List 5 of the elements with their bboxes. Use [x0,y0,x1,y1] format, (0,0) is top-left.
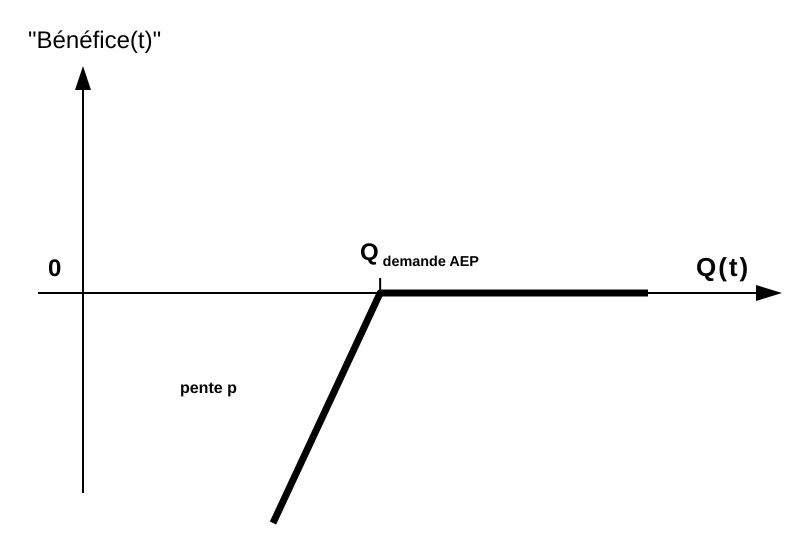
text: pente p [180,380,238,397]
text: "Bénéfice(t)" [28,27,162,54]
x-axis-title: Q(t) [696,252,750,282]
text: Q$_{demande AEP}$ [360,239,480,270]
text: 0 [48,255,62,282]
